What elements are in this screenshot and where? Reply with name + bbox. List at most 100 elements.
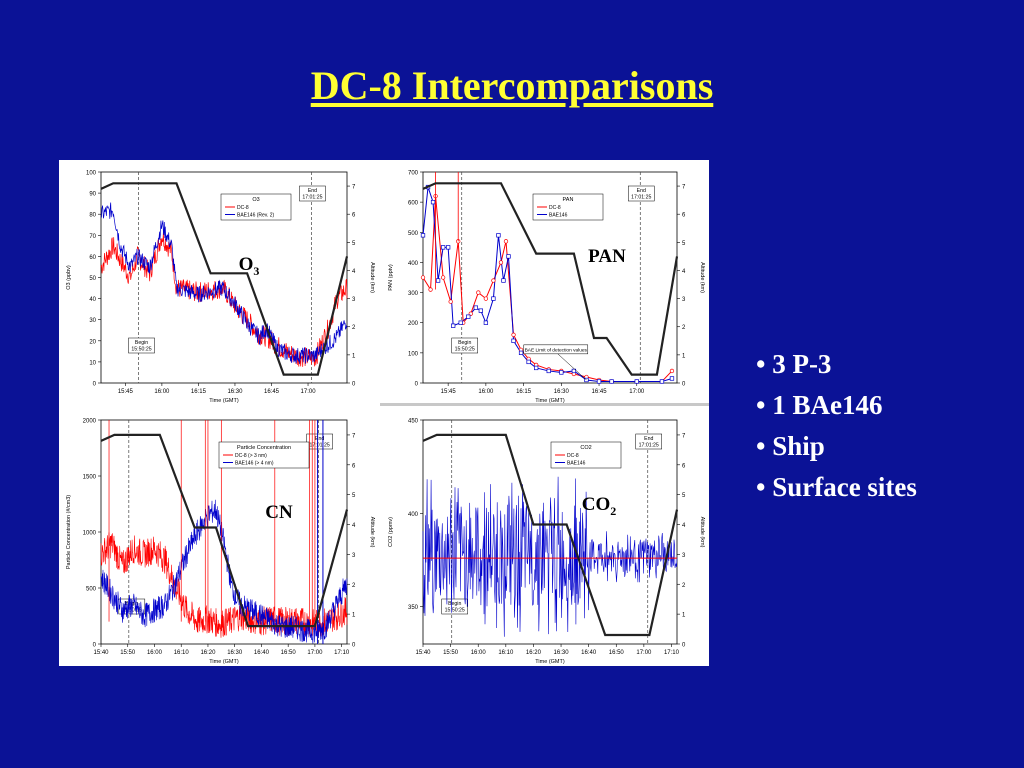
x-tick-label: 16:30 [554, 389, 570, 395]
y2-tick-label: 2 [682, 583, 686, 589]
y-tick-label: 0 [93, 382, 97, 388]
bae146-point [659, 379, 665, 384]
y-tick-label: 600 [408, 201, 419, 207]
x-tick-label: 17:00 [629, 389, 645, 395]
y2-tick-label: 7 [352, 433, 356, 439]
dc8-point [440, 275, 446, 280]
y-tick-label: 1500 [83, 475, 97, 481]
x-tick-label: 16:00 [147, 650, 163, 656]
begin-label-box [451, 337, 478, 354]
legend-bae146-label: BAE146 [567, 461, 586, 467]
y2-tick-label: 0 [682, 382, 686, 388]
y2-tick-label: 0 [352, 382, 356, 388]
species-label: O3 [239, 254, 260, 278]
y-tick-label: 200 [408, 321, 419, 327]
y-tick-label: 50 [89, 276, 96, 282]
x-tick-label: 15:50 [443, 650, 459, 656]
bae146-point [634, 379, 639, 384]
bae146-point [571, 368, 577, 374]
bae146-point [546, 368, 551, 374]
panel-divider [380, 403, 709, 406]
y-tick-label: 350 [408, 605, 419, 611]
dc8-point [483, 296, 489, 301]
legend-title: CO2 [580, 445, 591, 451]
bae146-point [501, 278, 506, 283]
x-tick-label: 17:10 [664, 650, 680, 656]
y-tick-label: 80 [89, 213, 96, 219]
y2-tick-label: 7 [352, 185, 356, 191]
y2-tick-label: 0 [682, 643, 686, 649]
bae146-point [496, 233, 501, 238]
bae146-point [596, 379, 602, 384]
dc8-point [491, 278, 496, 283]
x-tick-label: 17:10 [334, 650, 350, 656]
y-tick-label: 10 [89, 360, 96, 366]
y-tick-label: 450 [408, 419, 419, 425]
slide-title: DC-8 Intercomparisons [310, 63, 714, 108]
y2-axis-label: Altitude (km) [699, 262, 705, 293]
begin-label-time: 15:50:25 [131, 347, 151, 353]
y2-tick-label: 1 [682, 613, 686, 619]
x-tick-label: 16:20 [526, 650, 542, 656]
y-tick-label: 20 [89, 339, 96, 345]
end-label-title: End [308, 188, 317, 194]
y-tick-label: 400 [408, 261, 419, 267]
y-tick-label: 400 [408, 512, 419, 518]
end-label-box [299, 185, 326, 202]
begin-label-box [441, 598, 468, 615]
species-subscript: 2 [610, 504, 616, 518]
bae146-point [466, 314, 471, 319]
dc8-point [476, 290, 481, 295]
y2-axis-label: Altitude (km) [699, 517, 705, 548]
y2-tick-label: 7 [682, 185, 686, 191]
x-tick-label: 16:15 [191, 389, 207, 395]
bae146-point [451, 323, 456, 328]
y2-tick-label: 6 [352, 463, 356, 469]
dc8-point [498, 260, 504, 265]
legend-title: PAN [563, 197, 574, 203]
end-label-time: 17:01:25 [310, 443, 330, 449]
x-tick-label: 16:50 [609, 650, 625, 656]
x-tick-label: 16:10 [174, 650, 190, 656]
y2-tick-label: 1 [352, 613, 356, 619]
y-tick-label: 90 [89, 192, 96, 198]
x-axis-label: Time (GMT) [209, 398, 239, 404]
dc8-point [428, 287, 433, 292]
legend-dc8-label: DC-8 [237, 205, 249, 211]
begin-label-title: Begin [448, 601, 461, 607]
dc8-point [503, 239, 509, 244]
dc8-point [448, 299, 453, 304]
x-tick-label: 17:00 [636, 650, 652, 656]
bae146-point [506, 254, 511, 259]
x-tick-label: 16:40 [581, 650, 597, 656]
y-tick-label: 30 [89, 318, 96, 324]
end-label-box [306, 433, 333, 450]
y2-tick-label: 6 [352, 213, 356, 219]
y-tick-label: 2000 [83, 419, 97, 425]
species-label: CO2 [582, 494, 617, 518]
y-tick-label: 40 [89, 297, 96, 303]
dc8-point [420, 275, 426, 280]
legend-bae146-label: BAE146 [549, 213, 568, 219]
end-label-title: End [637, 188, 646, 194]
legend-title: Particle Concentration [237, 445, 291, 451]
bae146-point [420, 233, 426, 238]
x-axis-label: Time (GMT) [535, 659, 565, 665]
bae146-point [483, 320, 489, 325]
end-label-box [628, 185, 655, 202]
legend-dc8-label: DC-8 [567, 453, 579, 459]
detection-annotation: BAE Limit of detection values [525, 347, 588, 353]
y2-tick-label: 5 [682, 493, 686, 499]
bae146-point [445, 245, 451, 250]
y2-tick-label: 6 [682, 213, 686, 219]
legend-title: O3 [252, 197, 259, 203]
y2-tick-label: 5 [352, 241, 356, 247]
y-tick-label: 100 [408, 351, 419, 357]
o3-chart: 0 10 20 30 40 50 60 70 80 90 100 0 1 2 3 4 5 6 7 15:45 16:00… [59, 160, 379, 405]
x-tick-label: 15:40 [415, 650, 431, 656]
x-tick-label: 16:30 [554, 650, 570, 656]
begin-label-title: Begin [458, 340, 471, 346]
y2-tick-label: 4 [682, 523, 686, 529]
bae146-point [559, 370, 564, 375]
y2-tick-label: 4 [682, 269, 686, 275]
